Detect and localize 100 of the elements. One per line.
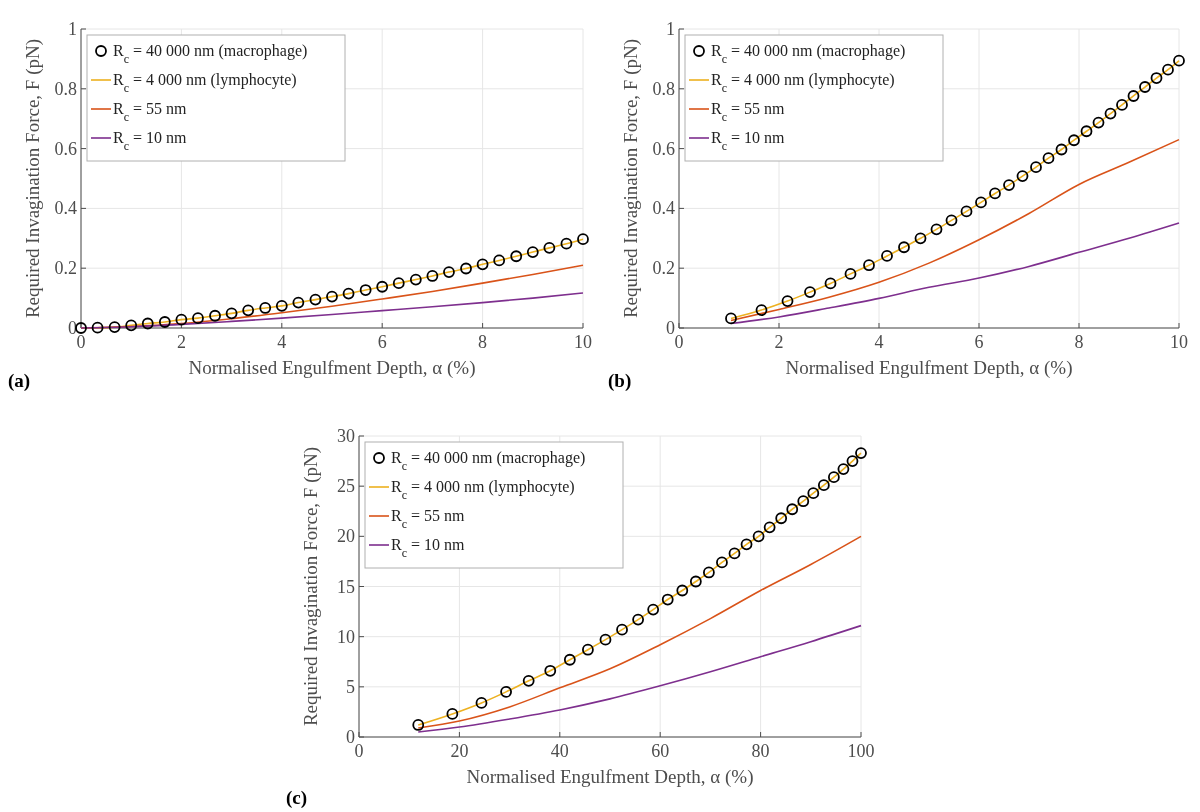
point xyxy=(1150,72,1163,84)
legend-label: R$_{c}$ = 10 nm xyxy=(391,536,466,560)
point xyxy=(846,455,859,467)
y-tick-label: 0 xyxy=(68,318,77,338)
point xyxy=(898,241,910,254)
x-tick-label: 10 xyxy=(1170,332,1188,352)
point xyxy=(526,246,539,258)
x-tick-label: 10 xyxy=(574,332,592,352)
point xyxy=(1080,125,1093,138)
y-tick-label: 0.2 xyxy=(54,258,77,279)
x-tick-label: 2 xyxy=(774,332,784,352)
legend-label: R$_{c}$ = 10 nm xyxy=(711,129,786,153)
point xyxy=(1003,179,1015,191)
point xyxy=(914,232,927,245)
point xyxy=(75,322,87,334)
point xyxy=(1055,143,1068,156)
x-tick-label: 60 xyxy=(651,741,670,761)
point xyxy=(242,304,255,317)
point xyxy=(500,685,512,698)
x-axis-title: Normalised Engulfment Depth, α (%) xyxy=(466,766,754,788)
text: (b) xyxy=(608,370,632,392)
point xyxy=(837,463,850,476)
point xyxy=(476,258,489,271)
y-tick-label: 0 xyxy=(346,727,355,747)
point xyxy=(209,309,221,322)
y-tick-label: 1 xyxy=(68,19,77,39)
point xyxy=(446,708,459,720)
point xyxy=(881,250,893,262)
point xyxy=(781,295,794,307)
y-tick-label: 0.4 xyxy=(54,198,77,219)
y-tick-label: 0.8 xyxy=(652,78,675,99)
point xyxy=(175,313,188,326)
point xyxy=(376,280,389,293)
y-tick-label: 10 xyxy=(337,626,355,647)
y-tick-label: 30 xyxy=(337,426,355,446)
point xyxy=(725,312,737,325)
point xyxy=(740,538,753,551)
point xyxy=(702,566,715,579)
point xyxy=(661,593,674,606)
point xyxy=(309,293,322,306)
point xyxy=(1016,170,1029,183)
point xyxy=(192,312,204,325)
x-tick-label: 8 xyxy=(478,332,488,352)
point xyxy=(426,270,439,282)
point xyxy=(975,196,987,209)
point xyxy=(945,214,958,227)
y-tick-label: 0.8 xyxy=(54,78,77,99)
point xyxy=(817,479,830,492)
point xyxy=(824,277,837,290)
point xyxy=(141,317,154,330)
point xyxy=(108,321,121,333)
x-tick-label: 2 xyxy=(176,332,186,352)
x-tick-label: 6 xyxy=(974,332,984,352)
point xyxy=(632,613,645,626)
point xyxy=(599,633,612,646)
y-tick-label: 15 xyxy=(337,576,355,597)
point xyxy=(827,471,840,484)
point xyxy=(460,262,472,275)
point xyxy=(275,299,288,312)
point xyxy=(326,290,338,303)
point xyxy=(930,223,943,236)
point xyxy=(1068,134,1080,147)
point xyxy=(786,503,799,516)
point xyxy=(510,250,523,263)
point xyxy=(544,664,557,677)
text: (a) xyxy=(8,370,31,392)
point xyxy=(1139,81,1151,93)
point xyxy=(342,287,355,300)
y-tick-label: 5 xyxy=(346,676,355,697)
point xyxy=(475,696,488,709)
point xyxy=(804,286,816,299)
point xyxy=(359,284,372,296)
legend-label: R$_{c}$ = 55 nm xyxy=(391,507,466,531)
point xyxy=(392,277,405,290)
x-tick-label: 20 xyxy=(450,741,469,761)
x-axis-title: Normalised Engulfment Depth, α (%) xyxy=(188,357,476,379)
y-tick-label: 0 xyxy=(666,318,675,338)
x-tick-label: 4 xyxy=(874,332,884,352)
point xyxy=(158,316,171,328)
point xyxy=(797,495,810,508)
point xyxy=(225,307,238,320)
point xyxy=(763,521,776,534)
x-tick-label: 80 xyxy=(751,741,770,761)
point xyxy=(259,302,272,314)
point xyxy=(493,254,506,267)
point xyxy=(807,487,820,500)
legend-label: R$_{c}$ = 40 000 nm (macrophage) xyxy=(391,449,586,473)
y-tick-label: 0.6 xyxy=(652,138,675,159)
point xyxy=(560,237,573,250)
point xyxy=(1173,54,1185,67)
legend-label: R$_{c}$ = 4 000 nm (lymphocyte) xyxy=(391,478,575,502)
point xyxy=(125,319,138,332)
point xyxy=(775,512,788,525)
legend-label: R$_{c}$ = 40 000 nm (macrophage) xyxy=(711,42,906,66)
point xyxy=(676,584,689,597)
point xyxy=(543,241,556,254)
y-axis-title: Required Invagination Force, F (pN) xyxy=(22,38,44,319)
legend-label: R$_{c}$ = 55 nm xyxy=(711,100,786,124)
legend-label: R$_{c}$ = 55 nm xyxy=(113,100,188,124)
point xyxy=(1127,90,1140,102)
